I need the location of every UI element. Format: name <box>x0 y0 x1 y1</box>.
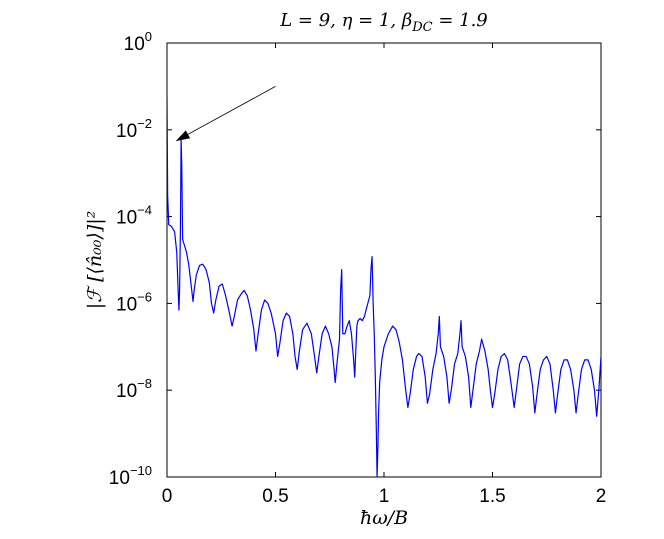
y-tick-label: 100 <box>124 29 152 55</box>
y-tick-base: 10 <box>116 294 137 315</box>
annotation-arrow-line <box>187 86 276 135</box>
plot-frame <box>166 42 602 478</box>
chart-title: L = 9, η = 1, βDC = 1.9 <box>279 10 488 35</box>
y-tick-label: 10−4 <box>116 203 152 229</box>
annotation-layer <box>175 86 276 142</box>
x-tick-label: 1 <box>379 486 390 507</box>
y-tick-base: 10 <box>109 468 130 489</box>
annotation-arrow-head <box>175 130 191 142</box>
y-tick-base: 10 <box>124 34 145 55</box>
y-tick-base: 10 <box>116 208 137 229</box>
y-tick-base: 10 <box>116 121 137 142</box>
chart-title-tail: = 1.9 <box>433 10 488 31</box>
y-axis-title: |ℱ [⟨n̂₀₀⟩]|² <box>84 211 106 310</box>
y-tick-exponent: −4 <box>137 203 152 218</box>
x-tick-label: 1.5 <box>479 486 505 507</box>
y-tick-label: 10−8 <box>116 376 152 402</box>
x-axis-title: ħω/B <box>360 507 408 529</box>
y-tick-exponent: 0 <box>145 29 152 44</box>
series-line <box>167 96 601 477</box>
series-layer <box>167 96 601 477</box>
y-tick-label: 10−2 <box>116 116 152 142</box>
y-tick-exponent: −8 <box>137 376 152 391</box>
y-tick-exponent: −2 <box>137 116 152 131</box>
x-tick-label: 0.5 <box>262 486 288 507</box>
y-tick-label: 10−10 <box>109 463 152 489</box>
y-tick-label: 10−6 <box>116 289 152 315</box>
y-tick-exponent: −10 <box>130 463 152 478</box>
chart-title-main: L = 9, η = 1, β <box>279 10 412 31</box>
x-tick-label: 0 <box>162 486 173 507</box>
y-tick-base: 10 <box>116 381 137 402</box>
x-tick-label: 2 <box>596 486 607 507</box>
chart-title-subscript: DC <box>411 20 432 35</box>
y-tick-exponent: −6 <box>137 289 152 304</box>
